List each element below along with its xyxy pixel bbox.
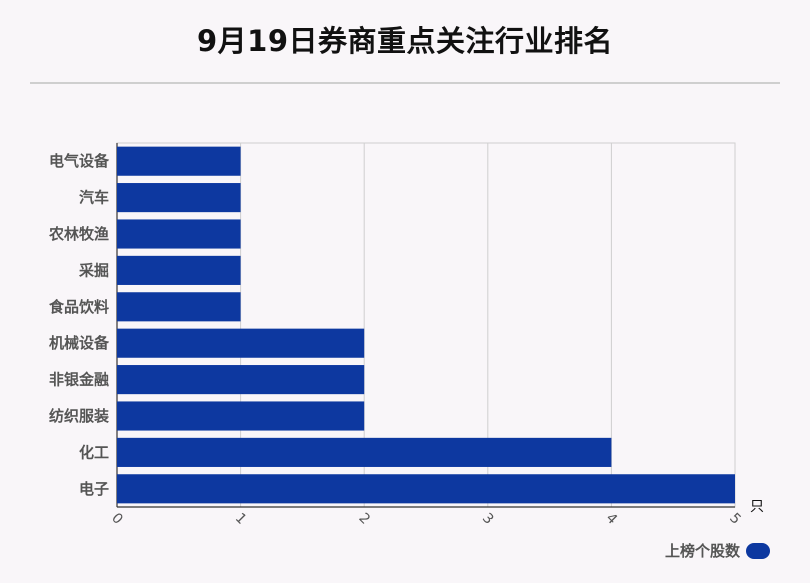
x-tick-label: 2 <box>355 510 373 528</box>
legend-swatch <box>746 542 770 559</box>
x-tick-label: 3 <box>479 510 497 528</box>
bar[interactable] <box>117 219 241 249</box>
bar[interactable] <box>117 474 735 504</box>
bar[interactable] <box>117 292 241 322</box>
bar[interactable] <box>117 255 241 285</box>
x-tick-label: 0 <box>108 510 126 528</box>
x-tick-label: 1 <box>232 510 250 528</box>
category-label: 非银金融 <box>49 371 109 389</box>
legend-label: 上榜个股数 <box>664 542 740 560</box>
bar[interactable] <box>117 146 241 176</box>
legend[interactable]: 上榜个股数 <box>665 540 770 561</box>
category-label: 汽车 <box>79 189 109 207</box>
category-label: 化工 <box>79 443 109 461</box>
bar[interactable] <box>117 328 365 358</box>
title-divider <box>30 82 780 84</box>
bar[interactable] <box>117 437 612 467</box>
category-label: 机械设备 <box>49 334 110 352</box>
x-unit-label: 只 <box>750 499 764 515</box>
category-label: 纺织服装 <box>49 407 110 425</box>
category-label: 电气设备 <box>49 152 110 170</box>
category-label: 采掘 <box>78 261 109 279</box>
x-tick-label: 4 <box>603 510 621 528</box>
category-label: 农林牧渔 <box>48 225 109 243</box>
bar[interactable] <box>117 365 365 395</box>
x-tick-label: 5 <box>726 510 744 528</box>
chart-title: 9月19日券商重点关注行业排名 <box>196 24 614 58</box>
tick-labels: 0 1 2 3 4 5 <box>108 510 744 528</box>
category-label: 食品饮料 <box>49 298 109 316</box>
bars <box>117 146 735 504</box>
bar[interactable] <box>117 401 365 431</box>
category-label: 电子 <box>79 480 109 498</box>
bar[interactable] <box>117 183 241 213</box>
